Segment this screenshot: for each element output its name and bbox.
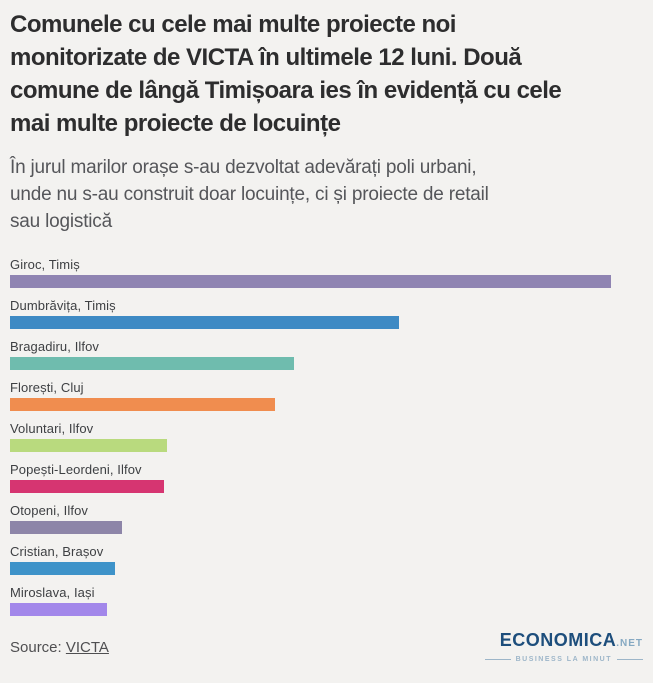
subtitle-line: unde nu s-au construit doar locuințe, ci… xyxy=(10,184,489,205)
subtitle-line: sau logistică xyxy=(10,211,112,232)
bar-row: Florești, Cluj xyxy=(10,380,643,411)
tagline-rule-right xyxy=(617,659,643,660)
title-line: comune de lângă Timișoara ies în evidenț… xyxy=(10,77,562,104)
bar xyxy=(10,603,107,616)
bar xyxy=(10,439,167,452)
bar-row: Cristian, Brașov xyxy=(10,544,643,575)
title-line: monitorizate de VICTA în ultimele 12 lun… xyxy=(10,44,522,71)
bar-label: Voluntari, Ilfov xyxy=(10,421,94,436)
bar-row: Miroslava, Iași xyxy=(10,585,643,616)
bar-label: Popești-Leordeni, Ilfov xyxy=(10,462,142,477)
logo-tld-text: .NET xyxy=(616,638,643,649)
bar xyxy=(10,275,611,288)
source-line: Source: VICTA xyxy=(10,639,109,656)
economica-logo: ECONOMICA.NET BUSINESS LA MINUT xyxy=(484,631,643,663)
bar-label: Cristian, Brașov xyxy=(10,544,104,559)
bar xyxy=(10,398,275,411)
bar-row: Popești-Leordeni, Ilfov xyxy=(10,462,643,493)
bar-row: Dumbrăvița, Timiș xyxy=(10,298,643,329)
bar-row: Otopeni, Ilfov xyxy=(10,503,643,534)
tagline-rule-left xyxy=(484,659,511,660)
footer: Source: VICTA ECONOMICA.NET BUSINESS LA … xyxy=(10,631,643,669)
logo-tagline-row: BUSINESS LA MINUT xyxy=(484,656,643,663)
bar xyxy=(10,521,122,534)
logo-wordmark: ECONOMICA.NET xyxy=(485,631,643,653)
subtitle-line: În jurul marilor orașe s-au dezvoltat ad… xyxy=(10,157,477,178)
chart-subtitle: În jurul marilor orașe s-au dezvoltat ad… xyxy=(10,154,643,235)
bar-label: Miroslava, Iași xyxy=(10,585,95,600)
bar-label: Dumbrăvița, Timiș xyxy=(10,298,116,313)
bar xyxy=(10,316,399,329)
bar-row: Bragadiru, Ilfov xyxy=(10,339,643,370)
bar xyxy=(10,562,115,575)
logo-tagline-text: BUSINESS LA MINUT xyxy=(515,656,612,663)
bar xyxy=(10,480,164,493)
bar-row: Voluntari, Ilfov xyxy=(10,421,643,452)
bar-label: Otopeni, Ilfov xyxy=(10,503,88,518)
bar xyxy=(10,357,294,370)
source-link[interactable]: VICTA xyxy=(65,638,109,656)
bar-row: Giroc, Timiș xyxy=(10,257,643,288)
bar-label: Bragadiru, Ilfov xyxy=(10,339,100,354)
bar-label: Florești, Cluj xyxy=(10,380,84,395)
title-line: mai multe proiecte de locuințe xyxy=(10,110,341,137)
bar-label: Giroc, Timiș xyxy=(10,257,80,272)
bar-chart: Giroc, Timiș Dumbrăvița, Timiș Bragadiru… xyxy=(10,257,643,631)
source-label: Source: xyxy=(10,638,62,656)
title-line: Comunele cu cele mai multe proiecte noi xyxy=(10,11,456,38)
chart-title: Comunele cu cele mai multe proiecte noi … xyxy=(10,8,643,140)
logo-brand-text: ECONOMICA xyxy=(499,630,617,650)
